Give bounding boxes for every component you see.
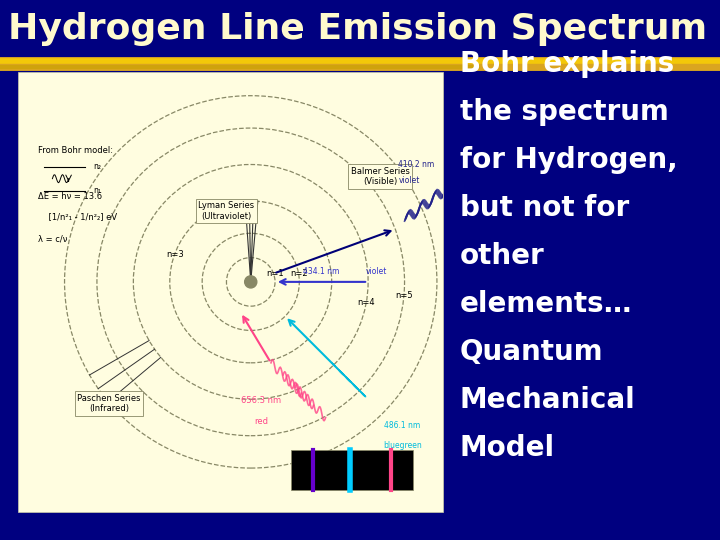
Text: but not for: but not for — [460, 194, 629, 222]
Text: 434.1 nm: 434.1 nm — [303, 267, 340, 276]
Text: [1/n²₁ - 1/n²₂] eV: [1/n²₁ - 1/n²₂] eV — [38, 212, 117, 221]
Text: 410.2 nm: 410.2 nm — [398, 159, 435, 168]
Text: Hydrogen Line Emission Spectrum: Hydrogen Line Emission Spectrum — [8, 12, 707, 46]
Text: other: other — [460, 242, 545, 270]
Text: 656.3 nm: 656.3 nm — [240, 396, 281, 406]
Circle shape — [245, 276, 257, 288]
FancyBboxPatch shape — [0, 0, 720, 58]
Text: violet: violet — [366, 267, 387, 276]
Text: red: red — [254, 416, 268, 426]
Text: λ = c/ν: λ = c/ν — [38, 234, 68, 244]
FancyBboxPatch shape — [18, 72, 443, 512]
Text: n=3: n=3 — [166, 249, 184, 259]
Text: ΔE = hν = 13.6: ΔE = hν = 13.6 — [38, 192, 102, 201]
Text: n₂: n₂ — [93, 162, 101, 171]
Text: for Hydrogen,: for Hydrogen, — [460, 146, 678, 174]
Text: From Bohr model:: From Bohr model: — [38, 146, 113, 156]
Text: Mechanical: Mechanical — [460, 386, 636, 414]
Text: n₁: n₁ — [93, 186, 101, 195]
FancyBboxPatch shape — [291, 450, 413, 490]
Text: elements…: elements… — [460, 290, 632, 318]
Text: Bohr explains: Bohr explains — [460, 50, 674, 78]
Text: violet: violet — [398, 176, 420, 185]
Text: Paschen Series
(Infrared): Paschen Series (Infrared) — [77, 394, 141, 413]
Text: bluegreen: bluegreen — [383, 441, 422, 450]
Text: the spectrum: the spectrum — [460, 98, 669, 126]
Text: Quantum: Quantum — [460, 338, 603, 366]
Text: n=2: n=2 — [290, 269, 308, 278]
Text: Lyman Series
(Ultraviolet): Lyman Series (Ultraviolet) — [199, 201, 254, 221]
Text: n=5: n=5 — [395, 291, 413, 300]
Text: Balmer Series
(Visible): Balmer Series (Visible) — [351, 167, 410, 186]
Text: n=4: n=4 — [358, 298, 375, 307]
Text: Model: Model — [460, 434, 555, 462]
Text: n=1: n=1 — [266, 269, 284, 278]
Text: 486.1 nm: 486.1 nm — [384, 421, 420, 430]
